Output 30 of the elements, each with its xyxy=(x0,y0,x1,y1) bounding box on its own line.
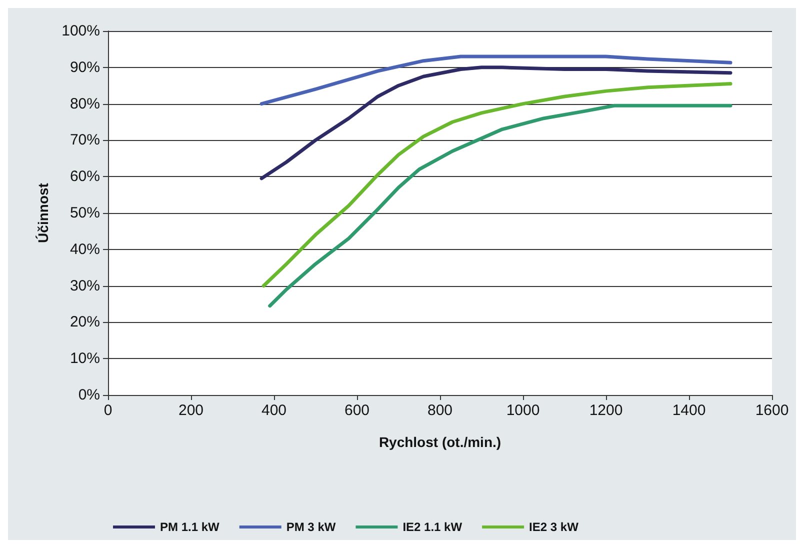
y-tick-label: 100% xyxy=(62,22,100,40)
y-tick-label: 10% xyxy=(70,350,100,368)
y-tick-label: 0% xyxy=(78,386,100,404)
line-series xyxy=(262,82,732,288)
line-series xyxy=(268,104,732,308)
y-axis-title: Účinnost xyxy=(35,182,51,243)
x-axis-title: Rychlost (ot./min.) xyxy=(378,434,502,450)
legend-label: IE2 1.1 kW xyxy=(402,520,463,534)
y-tick-label: 40% xyxy=(70,240,100,258)
y-tick-label: 90% xyxy=(70,58,100,76)
x-tick-label: 0 xyxy=(104,402,112,419)
legend-label: IE2 3 kW xyxy=(529,520,580,534)
x-tick-label: 1000 xyxy=(506,402,540,419)
y-tick-label: 30% xyxy=(70,277,100,294)
x-tick-label: 1400 xyxy=(672,402,706,419)
x-tick-label: 200 xyxy=(178,402,204,419)
line-series xyxy=(260,66,732,180)
legend-label: PM 3 kW xyxy=(286,520,336,534)
y-tick-label: 20% xyxy=(70,314,100,331)
y-tick-label: 70% xyxy=(70,132,100,149)
line-series xyxy=(260,54,732,106)
y-tick-label: 80% xyxy=(70,95,100,112)
x-tick-label: 1200 xyxy=(589,402,623,419)
x-tick-label: 400 xyxy=(261,402,287,419)
legend-label: PM 1.1 kW xyxy=(160,520,220,534)
y-tick-label: 50% xyxy=(70,204,100,222)
x-tick-label: 1600 xyxy=(755,402,789,419)
x-tick-label: 800 xyxy=(427,402,453,419)
y-tick-label: 60% xyxy=(70,168,100,186)
x-tick-label: 600 xyxy=(344,402,370,419)
